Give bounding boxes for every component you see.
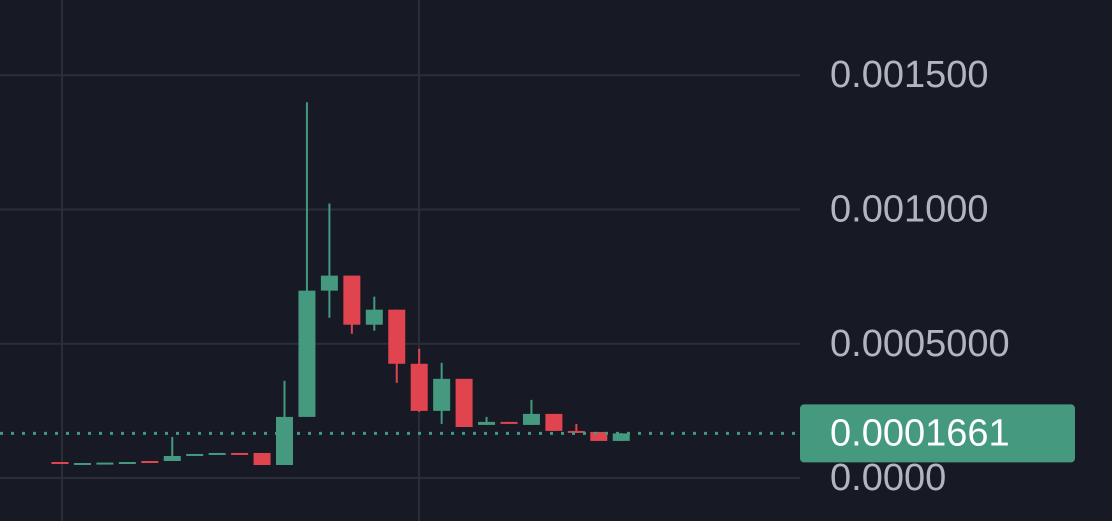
candle-body [320,275,338,291]
last-price-box [800,404,1075,463]
candle-body [455,378,473,428]
candle-body [388,309,406,364]
y-tick-label: 0.0000 [830,457,946,499]
candle-body [545,413,563,431]
candle-body [51,461,69,464]
candle-body [410,363,428,411]
candle-body [522,413,540,425]
candle-body [141,461,159,464]
candle-body [478,421,496,425]
y-tick-label: 0.0005000 [830,323,1010,365]
candle-body [186,453,204,456]
y-tick-label: 0.001500 [830,54,989,96]
candle-body [73,462,91,465]
y-tick-label: 0.001000 [830,189,989,231]
candle-body [208,452,226,455]
candle-body [567,430,585,433]
candle-body [96,462,114,465]
candle-body [118,461,136,464]
candle-body [276,416,293,466]
candle-body [433,378,451,411]
candle-body [163,455,181,462]
candle-body [612,433,630,441]
last-price-label: 0.0001661 [830,412,1010,454]
candle-body [253,452,271,466]
candle-body [231,452,249,455]
candle-body [500,421,518,424]
candle-body [343,275,361,325]
candle-body [298,290,316,417]
candle-body [590,431,608,441]
candle-body [365,309,383,325]
